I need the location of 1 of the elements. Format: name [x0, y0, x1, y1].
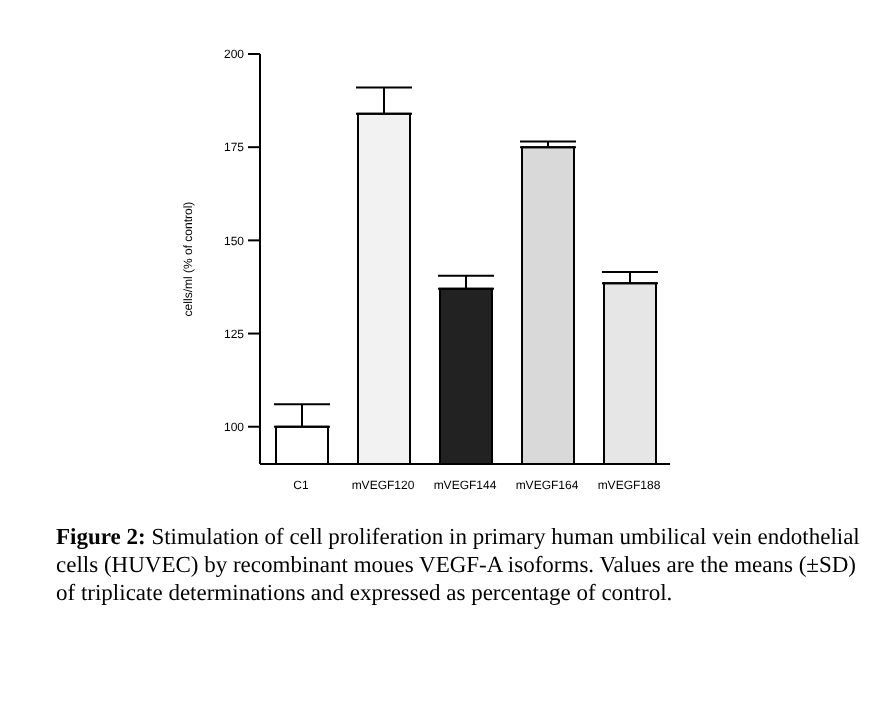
caption: Figure 2: Stimulation of cell proliferation in primary human umbilical vein endothelial cells (HUVEC) by recombinant moues VEGF-A isoforms. Values are the means (±SD) of triplicate determinations and expressed as percentage of control. — [56, 526, 860, 606]
